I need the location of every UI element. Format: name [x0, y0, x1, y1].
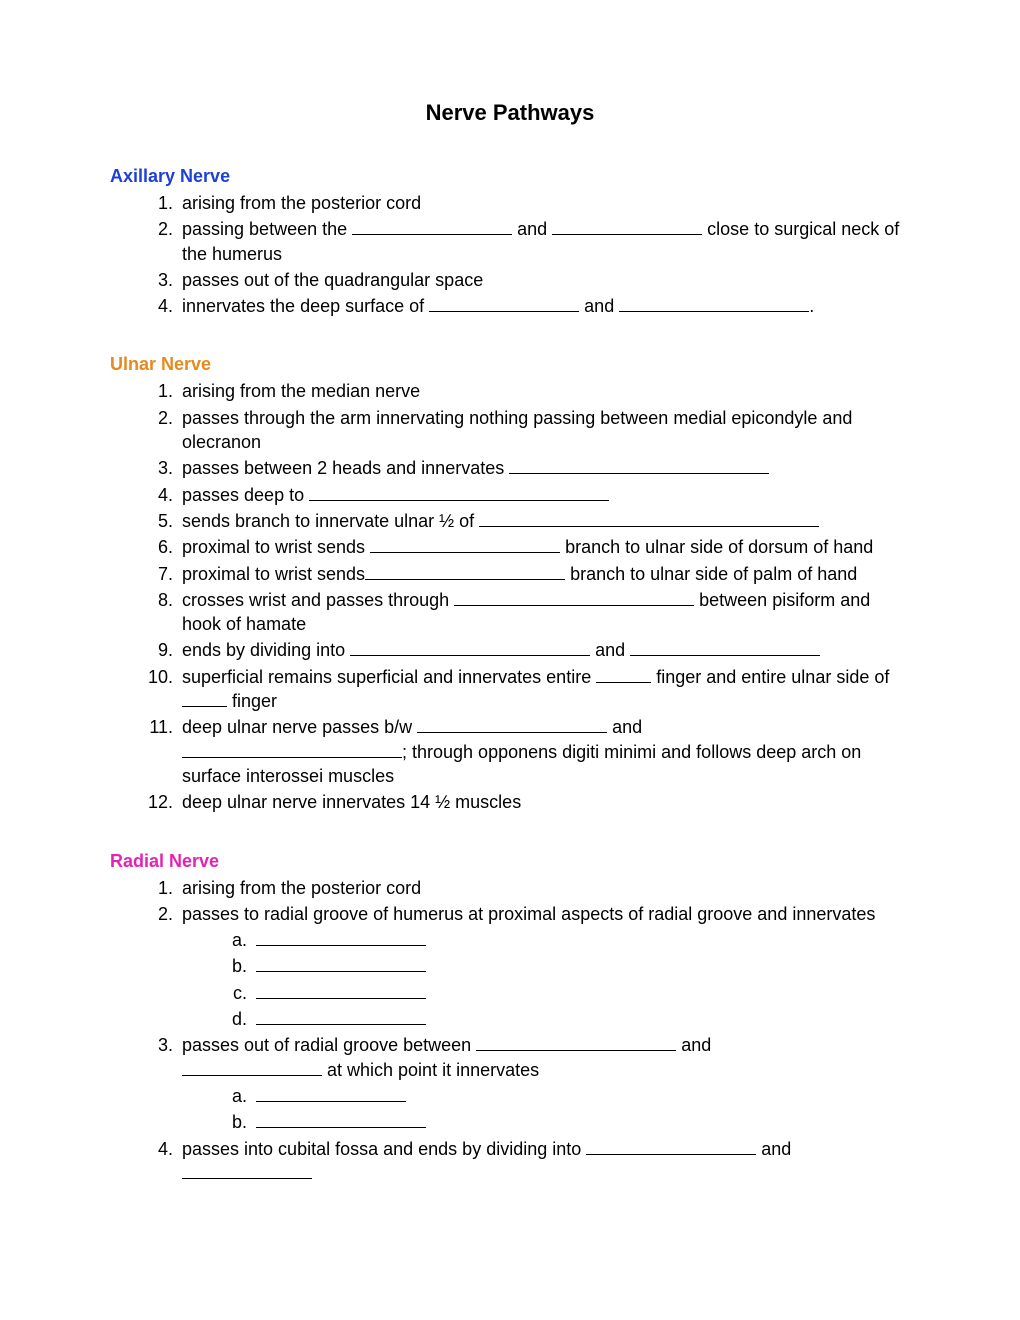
- blank: [370, 552, 560, 553]
- blank: [182, 1178, 312, 1179]
- text: proximal to wrist sends: [182, 564, 365, 584]
- ulnar-item-9: ends by dividing into and: [178, 638, 910, 662]
- radial-sub-2a: [252, 928, 910, 952]
- radial-heading: Radial Nerve: [110, 851, 910, 872]
- blank: [619, 311, 809, 312]
- radial-sub-3b: [252, 1110, 910, 1134]
- blank: [182, 757, 402, 758]
- ulnar-item-5: sends branch to innervate ulnar ½ of: [178, 509, 910, 533]
- blank: [476, 1050, 676, 1051]
- blank: [479, 526, 819, 527]
- radial-sub-3a: [252, 1084, 910, 1108]
- radial-sub-2d: [252, 1007, 910, 1031]
- text: ends by dividing into: [182, 640, 350, 660]
- blank: [309, 500, 609, 501]
- text: and: [579, 296, 619, 316]
- blank: [552, 234, 702, 235]
- text: deep ulnar nerve passes b/w: [182, 717, 417, 737]
- ulnar-item-7: proximal to wrist sends branch to ulnar …: [178, 562, 910, 586]
- ulnar-item-2: passes through the arm innervating nothi…: [178, 406, 910, 455]
- text: at which point it innervates: [322, 1060, 539, 1080]
- text: ; through opponens digiti minimi and fol…: [182, 742, 861, 786]
- blank: [182, 706, 227, 707]
- text: passes into cubital fossa and ends by di…: [182, 1139, 586, 1159]
- ulnar-item-4: passes deep to: [178, 483, 910, 507]
- ulnar-item-6: proximal to wrist sends branch to ulnar …: [178, 535, 910, 559]
- blank: [256, 998, 426, 999]
- blank: [630, 655, 820, 656]
- radial-sub-3: [182, 1084, 910, 1135]
- text: passes to radial groove of humerus at pr…: [182, 904, 875, 924]
- text: and: [756, 1139, 791, 1159]
- text: passes between 2 heads and innervates: [182, 458, 509, 478]
- ulnar-heading: Ulnar Nerve: [110, 354, 910, 375]
- axillary-item-2: passing between the and close to surgica…: [178, 217, 910, 266]
- radial-sub-2b: [252, 954, 910, 978]
- radial-item-3: passes out of radial groove between and …: [178, 1033, 910, 1134]
- blank: [256, 1024, 426, 1025]
- text: innervates the deep surface of: [182, 296, 429, 316]
- text: branch to ulnar side of palm of hand: [565, 564, 857, 584]
- text: passes out of radial groove between: [182, 1035, 476, 1055]
- document-page: Nerve Pathways Axillary Nerve arising fr…: [0, 0, 1020, 1227]
- radial-item-2: passes to radial groove of humerus at pr…: [178, 902, 910, 1031]
- radial-list: arising from the posterior cord passes t…: [110, 876, 910, 1186]
- radial-sub-2c: [252, 981, 910, 1005]
- text: branch to ulnar side of dorsum of hand: [560, 537, 873, 557]
- text: proximal to wrist sends: [182, 537, 370, 557]
- blank: [256, 1127, 426, 1128]
- text: superficial remains superficial and inne…: [182, 667, 596, 687]
- axillary-item-3: passes out of the quadrangular space: [178, 268, 910, 292]
- text: passes deep to: [182, 485, 309, 505]
- axillary-item-4: innervates the deep surface of and .: [178, 294, 910, 318]
- ulnar-item-3: passes between 2 heads and innervates: [178, 456, 910, 480]
- ulnar-item-10: superficial remains superficial and inne…: [178, 665, 910, 714]
- radial-item-1: arising from the posterior cord: [178, 876, 910, 900]
- blank: [256, 945, 426, 946]
- blank: [509, 473, 769, 474]
- blank: [454, 605, 694, 606]
- blank: [586, 1154, 756, 1155]
- blank: [417, 732, 607, 733]
- axillary-item-1: arising from the posterior cord: [178, 191, 910, 215]
- blank: [429, 311, 579, 312]
- text: and: [512, 219, 552, 239]
- blank: [256, 1101, 406, 1102]
- text: sends branch to innervate ulnar ½ of: [182, 511, 479, 531]
- blank: [352, 234, 512, 235]
- blank: [182, 1075, 322, 1076]
- ulnar-item-1: arising from the median nerve: [178, 379, 910, 403]
- text: crosses wrist and passes through: [182, 590, 454, 610]
- ulnar-list: arising from the median nerve passes thr…: [110, 379, 910, 814]
- text: and: [590, 640, 630, 660]
- blank: [256, 971, 426, 972]
- page-title: Nerve Pathways: [110, 100, 910, 126]
- radial-item-4: passes into cubital fossa and ends by di…: [178, 1137, 910, 1186]
- text: passing between the: [182, 219, 352, 239]
- text: and: [607, 717, 642, 737]
- blank: [350, 655, 590, 656]
- axillary-list: arising from the posterior cord passing …: [110, 191, 910, 318]
- ulnar-item-8: crosses wrist and passes through between…: [178, 588, 910, 637]
- text: finger: [227, 691, 277, 711]
- text: and: [676, 1035, 711, 1055]
- radial-sub-2: [182, 928, 910, 1031]
- blank: [596, 682, 651, 683]
- text: .: [809, 296, 814, 316]
- ulnar-item-11: deep ulnar nerve passes b/w and ; throug…: [178, 715, 910, 788]
- blank: [365, 579, 565, 580]
- axillary-heading: Axillary Nerve: [110, 166, 910, 187]
- ulnar-item-12: deep ulnar nerve innervates 14 ½ muscles: [178, 790, 910, 814]
- text: finger and entire ulnar side of: [651, 667, 889, 687]
